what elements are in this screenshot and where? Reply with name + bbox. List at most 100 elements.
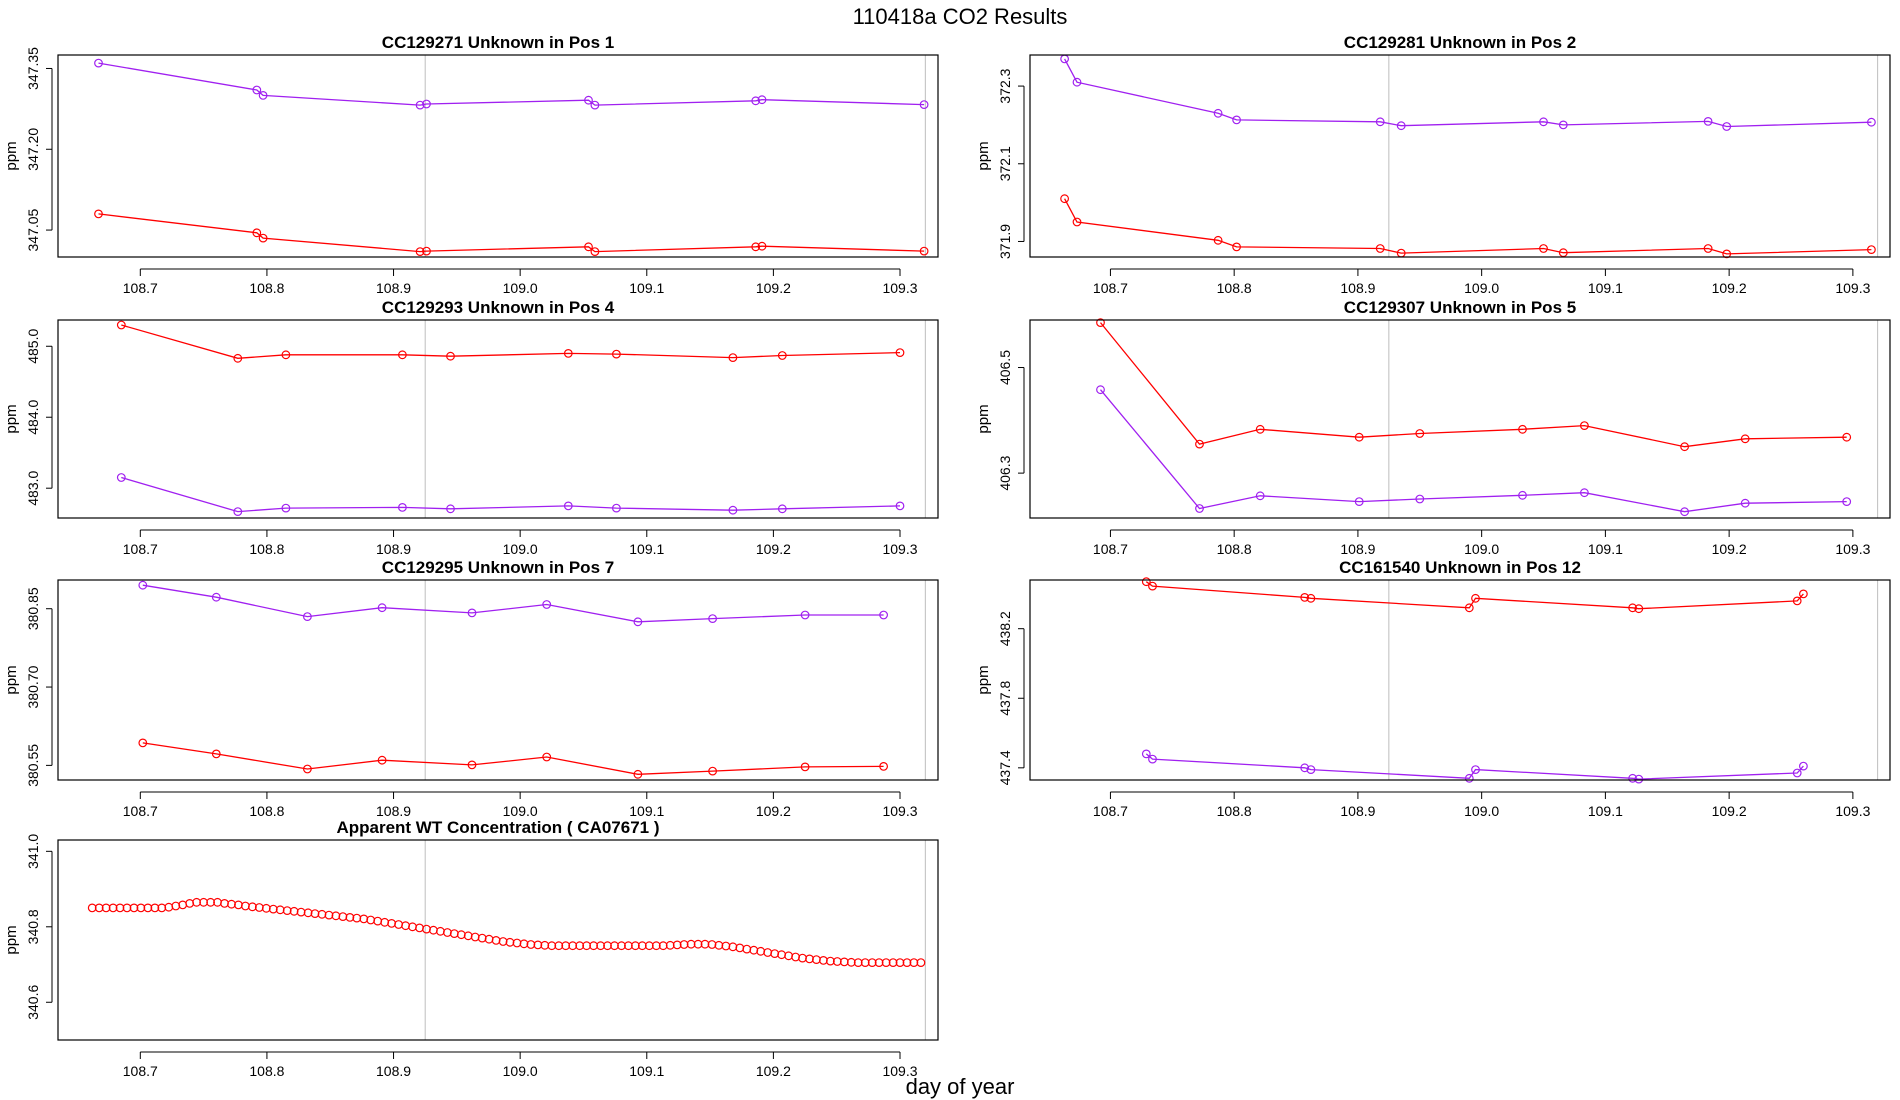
data-point bbox=[542, 600, 552, 609]
data-point bbox=[247, 902, 257, 912]
data-point bbox=[1096, 318, 1105, 328]
data-point bbox=[888, 958, 898, 967]
x-tick-label: 109.2 bbox=[756, 541, 791, 557]
data-point bbox=[1539, 244, 1548, 253]
data-point bbox=[777, 504, 787, 514]
series-red bbox=[138, 738, 888, 779]
x-axis: 108.7 108.8 108.9 109.0 109.1 109.2 109.3 bbox=[1093, 791, 1871, 819]
y-axis: 406.3 406.5 bbox=[997, 350, 1025, 491]
data-point bbox=[1306, 765, 1316, 774]
data-point bbox=[398, 350, 407, 360]
data-point bbox=[206, 897, 216, 907]
data-point bbox=[1558, 120, 1568, 130]
y-tick-label: 437.8 bbox=[997, 681, 1013, 716]
x-tick-label: 108.8 bbox=[1217, 541, 1252, 557]
data-point bbox=[220, 899, 229, 908]
data-point bbox=[542, 752, 552, 762]
data-point bbox=[1060, 54, 1069, 64]
data-point bbox=[415, 923, 424, 933]
data-point bbox=[498, 937, 508, 946]
data-point bbox=[1415, 494, 1425, 504]
data-point bbox=[281, 503, 291, 513]
data-point bbox=[1072, 217, 1082, 227]
y-tick-label: 340.8 bbox=[25, 909, 41, 944]
y-tick-label: 485.0 bbox=[25, 329, 41, 364]
data-point bbox=[94, 58, 103, 68]
data-point bbox=[467, 760, 477, 770]
series-line bbox=[121, 324, 901, 359]
y-tick-label: 406.3 bbox=[997, 455, 1013, 490]
data-point bbox=[1722, 122, 1732, 131]
panel-title: CC129281 Unknown in Pos 2 bbox=[1344, 33, 1576, 52]
plot-frame bbox=[57, 579, 939, 781]
x-tick-label: 109.3 bbox=[1835, 803, 1870, 819]
data-point bbox=[584, 95, 593, 105]
data-point bbox=[1518, 424, 1527, 434]
data-point bbox=[324, 910, 334, 920]
data-point bbox=[377, 755, 387, 765]
plot-frame bbox=[1029, 579, 1891, 781]
data-point bbox=[1072, 77, 1082, 87]
x-tick-label: 109.2 bbox=[756, 280, 791, 296]
data-point bbox=[1798, 761, 1808, 771]
x-tick-label: 109.2 bbox=[1712, 803, 1747, 819]
data-point bbox=[1141, 577, 1151, 587]
x-tick-label: 109.1 bbox=[1588, 541, 1623, 557]
y-axis-label: ppm bbox=[975, 665, 992, 694]
series-line bbox=[142, 742, 884, 775]
x-axis: 108.7 108.8 108.9 109.0 109.1 109.2 109.3 bbox=[1093, 529, 1871, 557]
data-point bbox=[192, 897, 202, 907]
data-point bbox=[612, 503, 621, 513]
chart-panels: CC129271 Unknown in Pos 1 108.7 108.8 108.9… bbox=[3, 33, 1891, 1079]
data-point bbox=[596, 941, 605, 951]
data-point bbox=[777, 351, 787, 360]
x-axis: 108.7 108.8 108.9 109.0 109.1 109.2 109.3 bbox=[1093, 268, 1871, 296]
y-axis-label: ppm bbox=[3, 665, 20, 694]
data-point bbox=[1471, 593, 1480, 603]
panel-title: Apparent WT Concentration ( CA07671 ) bbox=[336, 818, 659, 837]
x-tick-label: 108.9 bbox=[1340, 280, 1375, 296]
x-tick-label: 109.1 bbox=[629, 1063, 664, 1079]
data-point bbox=[1232, 242, 1241, 252]
x-tick-label: 108.8 bbox=[249, 803, 284, 819]
panel-title: CC129307 Unknown in Pos 5 bbox=[1344, 298, 1576, 317]
data-point bbox=[519, 939, 529, 949]
y-axis: 347.05 347.20 347.35 bbox=[25, 47, 53, 251]
y-axis-label: ppm bbox=[3, 141, 20, 170]
y-tick-label: 483.0 bbox=[25, 470, 41, 505]
data-point bbox=[867, 958, 877, 967]
y-tick-label: 347.20 bbox=[25, 128, 41, 171]
series-line bbox=[142, 584, 884, 623]
y-axis-label: ppm bbox=[3, 404, 20, 433]
y-tick-label: 341.0 bbox=[25, 834, 41, 869]
x-tick-label: 109.0 bbox=[1464, 803, 1499, 819]
data-point bbox=[895, 348, 905, 358]
data-point bbox=[1195, 504, 1204, 513]
figure-xlabel: day of year bbox=[906, 1074, 1015, 1099]
data-point bbox=[1628, 603, 1637, 613]
series-purple bbox=[1141, 749, 1808, 784]
data-point bbox=[563, 501, 573, 511]
data-point bbox=[1464, 773, 1474, 783]
x-tick-label: 109.3 bbox=[882, 541, 917, 557]
x-tick-label: 108.7 bbox=[123, 280, 158, 296]
data-point bbox=[211, 592, 221, 602]
y-tick-label: 437.4 bbox=[997, 750, 1013, 785]
data-point bbox=[651, 941, 661, 951]
y-tick-label: 372.1 bbox=[997, 146, 1013, 181]
data-point bbox=[1634, 604, 1644, 614]
data-point bbox=[1579, 421, 1589, 431]
data-point bbox=[398, 503, 407, 512]
data-point bbox=[672, 940, 682, 950]
x-tick-label: 109.0 bbox=[503, 1063, 538, 1079]
data-point bbox=[150, 903, 160, 913]
data-point bbox=[1842, 432, 1852, 442]
data-point bbox=[1232, 115, 1241, 125]
x-tick-label: 109.3 bbox=[882, 280, 917, 296]
data-point bbox=[728, 505, 738, 515]
data-point bbox=[707, 940, 717, 949]
data-point bbox=[742, 944, 752, 954]
data-point bbox=[763, 948, 773, 957]
x-tick-label: 109.1 bbox=[629, 803, 664, 819]
